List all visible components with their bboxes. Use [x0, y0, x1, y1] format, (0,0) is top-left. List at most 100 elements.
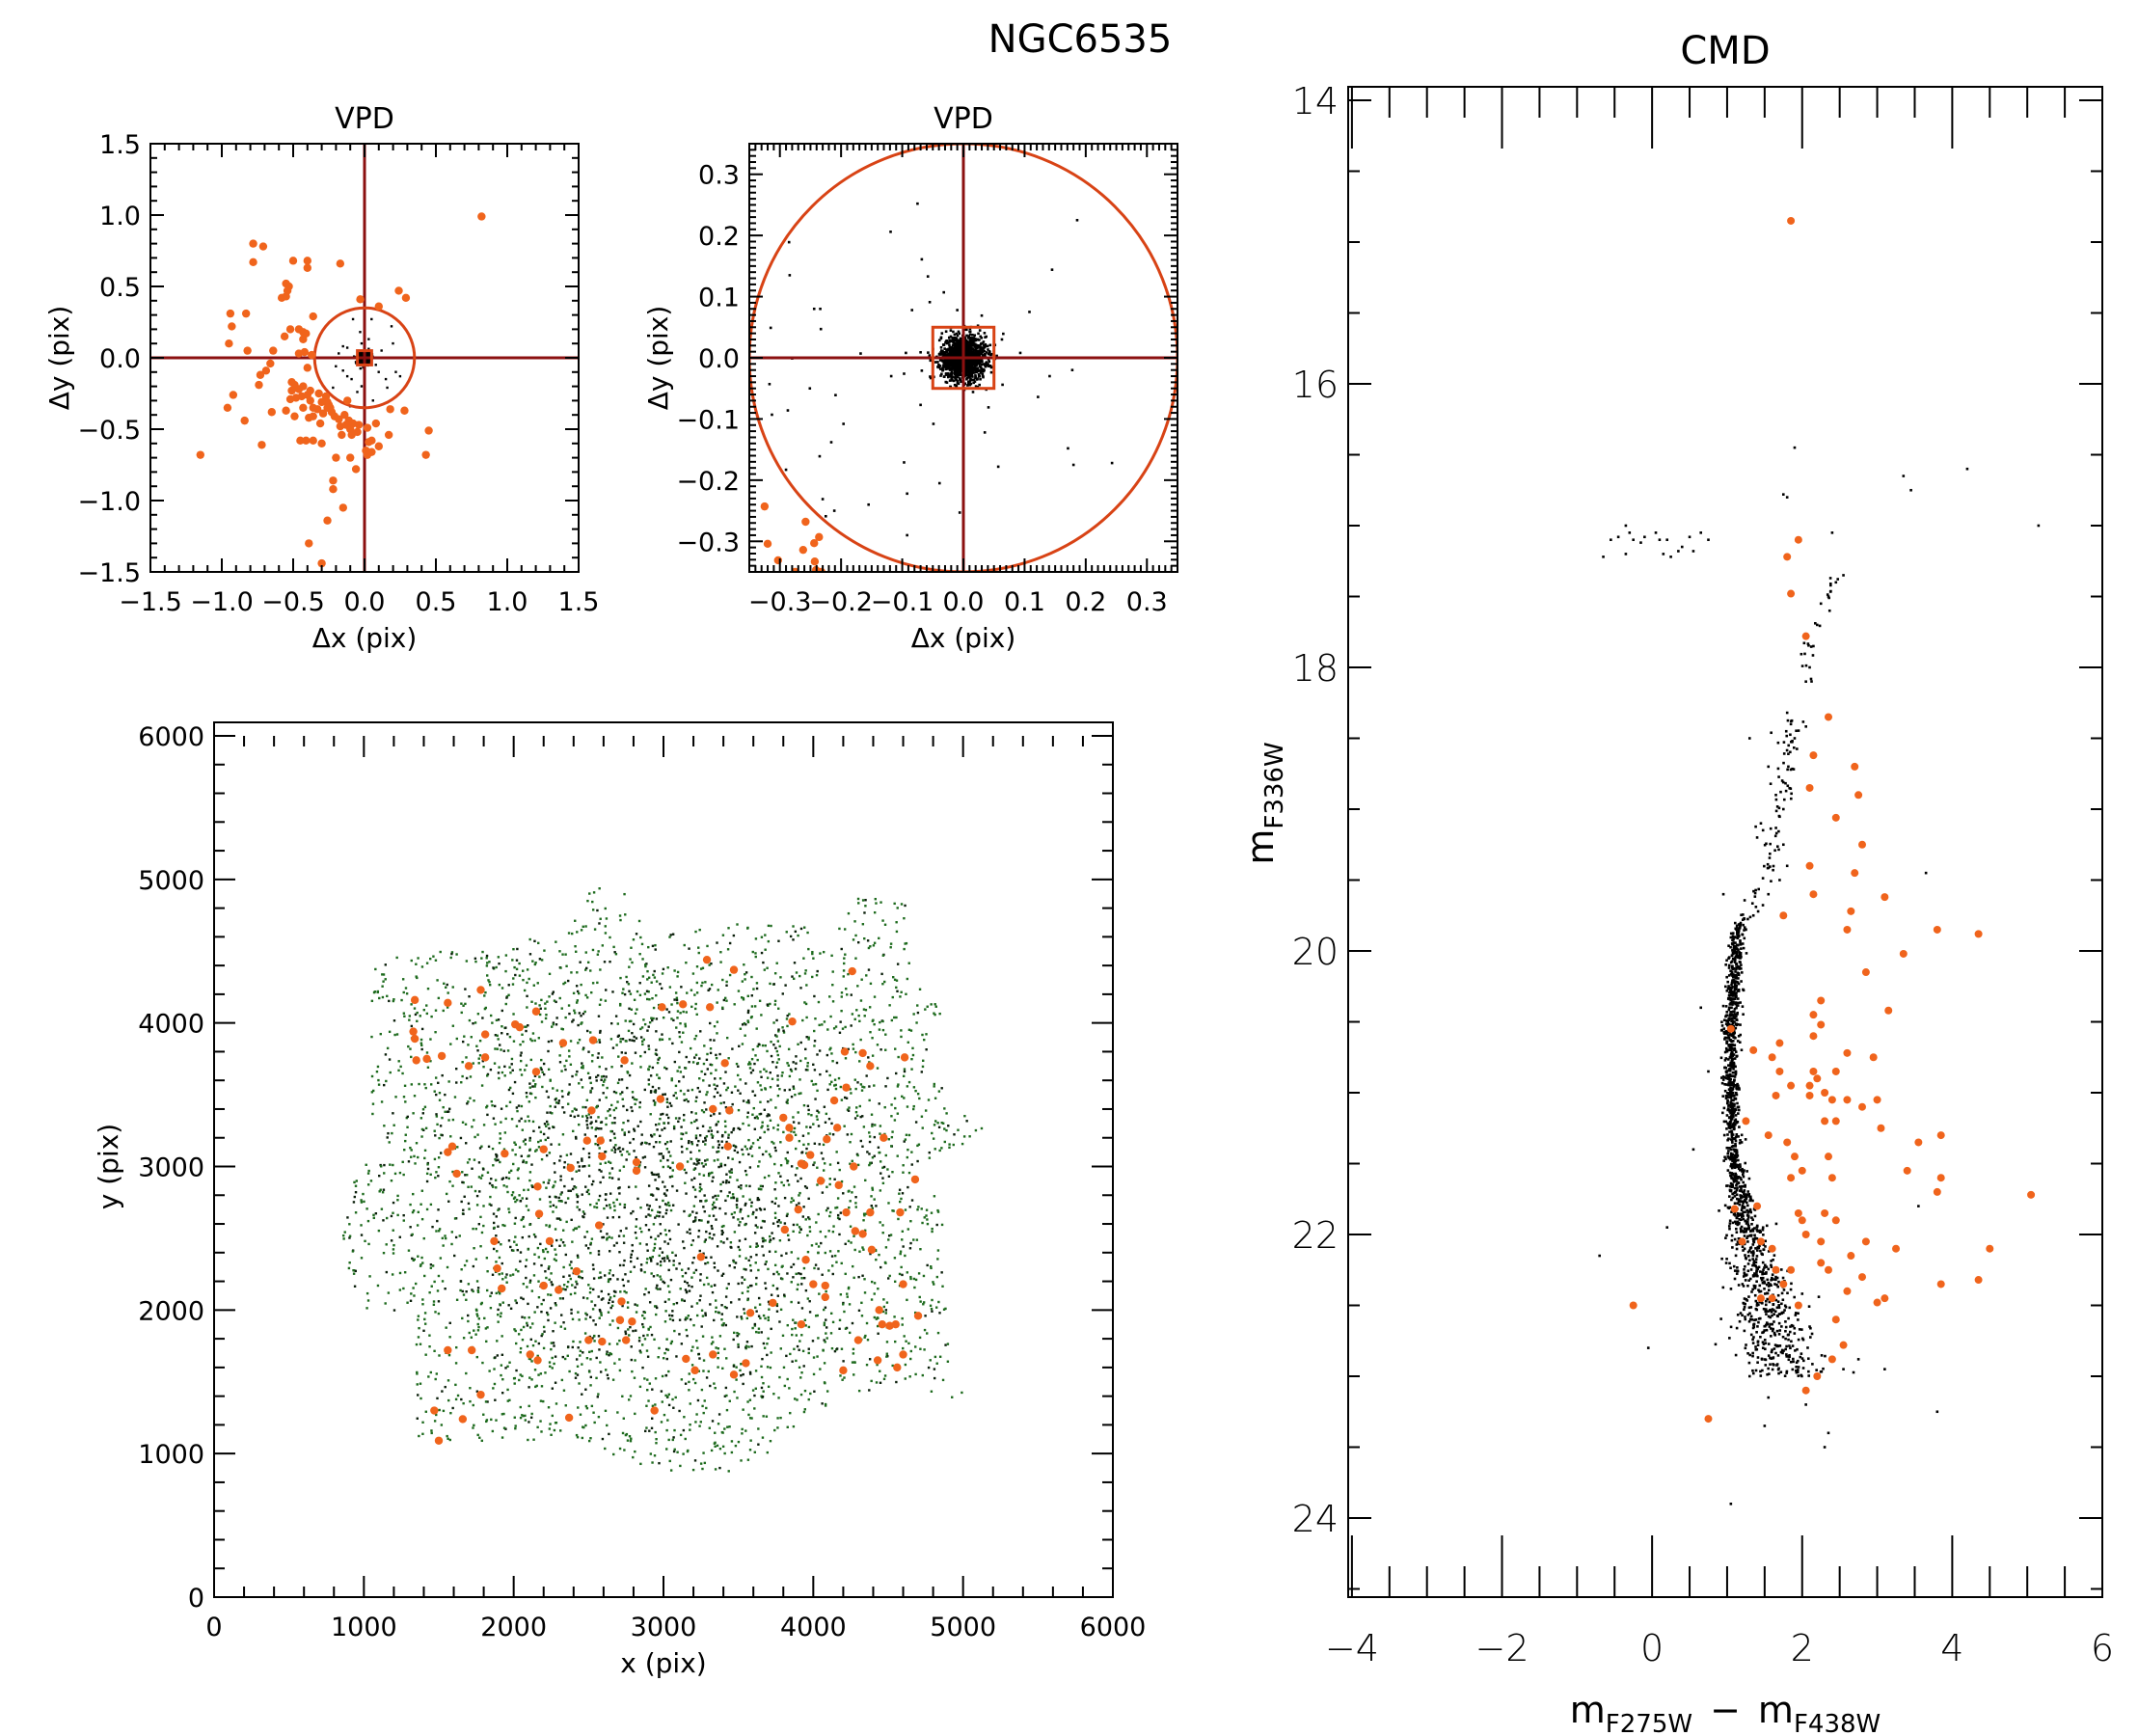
member-point [353, 1180, 356, 1184]
member-point [366, 1219, 370, 1223]
member-point [850, 993, 852, 996]
member-point [776, 1053, 779, 1057]
member-point [564, 1068, 567, 1071]
member-point [912, 1238, 915, 1241]
member-point [938, 359, 942, 362]
member-point [773, 1263, 777, 1267]
member-point [830, 954, 833, 958]
member-point [481, 1361, 484, 1365]
member-point [627, 1130, 631, 1133]
member-point [612, 1294, 616, 1298]
member-point [571, 1178, 574, 1180]
member-point [512, 1197, 516, 1200]
member-point [584, 951, 587, 954]
member-point [968, 359, 971, 363]
member-point [854, 1050, 857, 1054]
member-point [609, 936, 611, 939]
member-point [581, 1393, 583, 1396]
member-point [962, 1135, 966, 1138]
member-point [511, 1273, 515, 1276]
member-point [976, 366, 979, 370]
member-point [514, 1426, 517, 1430]
member-point [976, 345, 980, 349]
member-point [552, 1021, 555, 1024]
field-point [335, 415, 343, 423]
member-point [715, 1306, 717, 1309]
member-point [514, 1299, 517, 1302]
member-point [644, 964, 647, 968]
member-point [709, 1114, 713, 1118]
member-point [675, 998, 679, 1002]
member-point [873, 1154, 876, 1157]
member-point [944, 364, 948, 367]
member-point [463, 1263, 467, 1267]
member-point [955, 332, 959, 336]
member-point [735, 1366, 738, 1369]
member-point [678, 1333, 681, 1336]
member-point [427, 1375, 430, 1378]
member-point [926, 275, 930, 278]
member-point [652, 1099, 656, 1102]
member-point [967, 353, 971, 357]
member-point [408, 1015, 412, 1017]
member-point [751, 1389, 755, 1392]
member-point [937, 364, 940, 366]
member-point [806, 1104, 810, 1107]
member-point [437, 1156, 441, 1159]
member-point [385, 1216, 389, 1220]
member-point [681, 1151, 684, 1153]
member-point [424, 1353, 427, 1356]
member-point [970, 352, 974, 355]
member-point [795, 1204, 798, 1207]
member-point [619, 918, 622, 922]
member-point [561, 1028, 565, 1031]
member-point [766, 1451, 770, 1454]
member-point [656, 1061, 660, 1065]
member-point [755, 987, 759, 990]
member-point [646, 1258, 649, 1261]
member-point [576, 1254, 580, 1258]
member-point [504, 969, 507, 973]
member-point [937, 481, 941, 485]
member-point [977, 350, 980, 353]
member-point [973, 345, 977, 348]
y-tick-label: −0.3 [676, 528, 740, 557]
member-point [717, 1120, 720, 1124]
member-point [391, 1273, 394, 1276]
member-point [713, 1266, 717, 1269]
member-point [633, 1265, 636, 1268]
member-point [825, 1326, 828, 1329]
member-point [634, 1450, 636, 1453]
member-point [578, 1275, 581, 1278]
member-point [380, 1207, 384, 1210]
member-point [974, 375, 978, 379]
member-point [857, 902, 860, 905]
member-point [732, 1144, 736, 1148]
member-point [898, 1188, 902, 1191]
field-point [340, 411, 349, 420]
member-point [423, 1156, 426, 1160]
member-point [953, 371, 956, 375]
member-point [871, 1156, 875, 1159]
member-point [449, 956, 452, 960]
member-point [875, 1381, 879, 1384]
member-point [468, 1207, 471, 1210]
member-point [639, 1351, 642, 1354]
member-point [824, 1121, 827, 1124]
field-point [240, 416, 249, 425]
plot-area [749, 144, 1177, 572]
member-point [955, 344, 958, 347]
member-point [945, 341, 949, 345]
member-point [425, 1012, 429, 1016]
member-point [779, 1141, 782, 1144]
member-point [831, 1060, 834, 1063]
member-point [404, 1100, 407, 1103]
member-point [874, 1124, 877, 1126]
member-point [937, 339, 941, 342]
member-point [501, 1353, 504, 1357]
member-point [879, 1125, 882, 1127]
member-point [942, 343, 946, 346]
member-point [726, 1156, 730, 1159]
member-point [567, 1091, 571, 1095]
member-point [513, 1382, 516, 1385]
